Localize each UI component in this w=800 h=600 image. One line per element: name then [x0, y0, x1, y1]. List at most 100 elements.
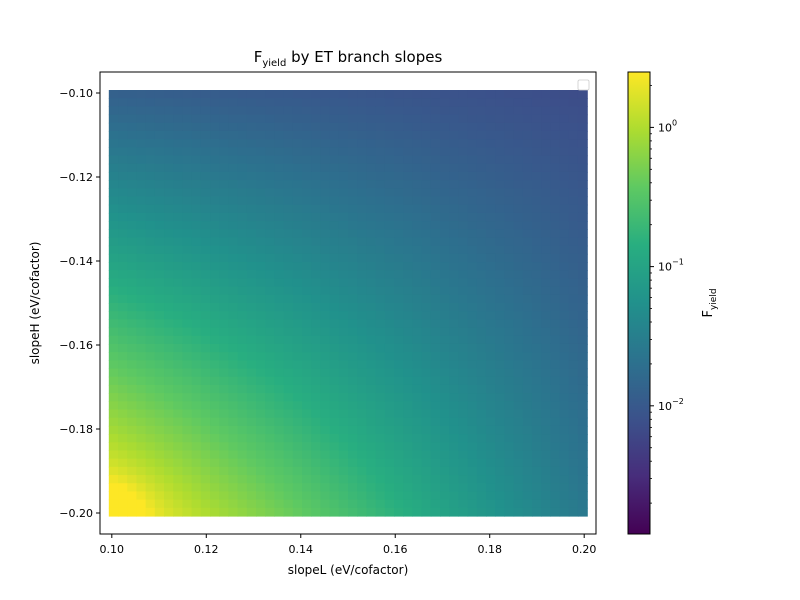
heatmap-cell — [108, 90, 119, 99]
heatmap-cell — [550, 507, 561, 517]
heatmap-cell — [375, 253, 386, 263]
heatmap-cell — [200, 229, 211, 239]
heatmap-cell — [311, 286, 321, 296]
heatmap-cell — [495, 491, 505, 501]
heatmap-cell — [136, 368, 147, 378]
heatmap-cell — [302, 368, 312, 378]
heatmap-cell — [246, 229, 257, 239]
heatmap-cell — [292, 122, 303, 132]
heatmap-cell — [504, 139, 515, 148]
heatmap-cell — [522, 98, 533, 107]
heatmap-cell — [283, 352, 294, 361]
heatmap-cell — [412, 147, 423, 157]
heatmap-cell — [375, 507, 386, 517]
heatmap-cell — [541, 434, 551, 443]
heatmap-cell — [531, 147, 542, 157]
heatmap-cell — [384, 327, 395, 337]
heatmap-cell — [522, 442, 533, 452]
heatmap-cell — [403, 335, 413, 345]
heatmap-cell — [136, 442, 147, 452]
heatmap-cell — [191, 507, 202, 517]
heatmap-cell — [145, 360, 156, 370]
heatmap-cell — [366, 106, 377, 116]
heatmap-cell — [118, 450, 128, 460]
heatmap-cell — [531, 458, 542, 468]
heatmap-cell — [292, 425, 303, 435]
heatmap-cell — [541, 204, 551, 214]
heatmap-cell — [541, 253, 551, 263]
heatmap-cell — [522, 303, 533, 312]
heatmap-cell — [531, 196, 542, 206]
heatmap-cell — [173, 368, 184, 378]
heatmap-cell — [375, 155, 386, 165]
heatmap-cell — [136, 90, 147, 99]
heatmap-cell — [292, 171, 303, 181]
heatmap-cell — [256, 458, 266, 468]
heatmap-cell — [394, 221, 404, 230]
heatmap-cell — [320, 483, 331, 493]
heatmap-cell — [366, 466, 377, 476]
heatmap-cell — [164, 262, 174, 271]
heatmap-cell — [329, 352, 340, 361]
heatmap-cell — [118, 466, 128, 476]
heatmap-cell — [504, 335, 515, 345]
heatmap-cell — [283, 417, 294, 427]
heatmap-cell — [458, 376, 469, 386]
heatmap-cell — [265, 425, 275, 435]
heatmap-cell — [210, 360, 220, 370]
heatmap-cell — [504, 507, 515, 517]
heatmap-cell — [495, 147, 505, 157]
heatmap-cell — [210, 130, 220, 140]
heatmap-cell — [274, 90, 285, 99]
heatmap-cell — [430, 98, 441, 107]
heatmap-cell — [283, 262, 294, 271]
heatmap-cell — [485, 237, 496, 247]
heatmap-cell — [154, 311, 165, 320]
heatmap-cell — [274, 442, 285, 452]
heatmap-cell — [219, 253, 230, 263]
heatmap-cell — [311, 171, 321, 181]
heatmap-cell — [357, 171, 367, 181]
heatmap-cell — [210, 425, 220, 435]
heatmap-cell — [154, 393, 165, 402]
heatmap-cell — [118, 278, 128, 288]
heatmap-cell — [274, 466, 285, 476]
heatmap-cell — [476, 393, 487, 402]
heatmap-cell — [145, 245, 156, 255]
x-tick-label: 0.18 — [477, 543, 502, 556]
heatmap-cell — [522, 163, 533, 173]
heatmap-cell — [164, 204, 174, 214]
heatmap-cell — [495, 335, 505, 345]
heatmap-cell — [265, 376, 275, 386]
heatmap-cell — [108, 491, 119, 501]
heatmap-cell — [210, 139, 220, 148]
heatmap-cell — [292, 360, 303, 370]
heatmap-cell — [237, 212, 248, 222]
heatmap-cell — [550, 286, 561, 296]
heatmap-cell — [118, 155, 128, 165]
heatmap-cell — [366, 155, 377, 165]
heatmap-cell — [145, 311, 156, 320]
heatmap-cell — [256, 401, 266, 411]
heatmap-cell — [375, 491, 386, 501]
heatmap-cell — [283, 90, 294, 99]
heatmap-cell — [292, 491, 303, 501]
heatmap-cell — [375, 212, 386, 222]
heatmap-cell — [145, 483, 156, 493]
heatmap-cell — [440, 237, 450, 247]
heatmap-cell — [430, 270, 441, 280]
heatmap-cell — [164, 327, 174, 337]
heatmap-cell — [430, 155, 441, 165]
heatmap-cell — [504, 352, 515, 361]
heatmap-cell — [173, 491, 184, 501]
heatmap-cell — [476, 237, 487, 247]
heatmap-cell — [246, 475, 257, 484]
heatmap-cell — [531, 278, 542, 288]
heatmap-cell — [292, 384, 303, 394]
heatmap-cell — [394, 475, 404, 484]
heatmap-cell — [200, 393, 211, 402]
heatmap-cell — [154, 278, 165, 288]
heatmap-cell — [476, 221, 487, 230]
heatmap-cell — [136, 155, 147, 165]
heatmap-cell — [136, 376, 147, 386]
